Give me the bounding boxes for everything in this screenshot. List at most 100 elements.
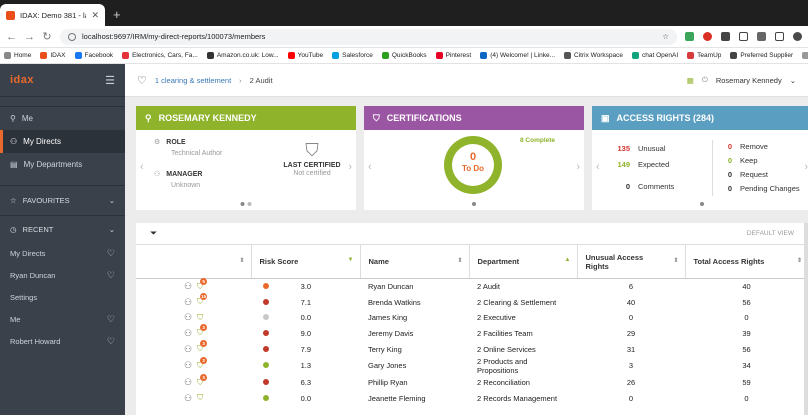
heart-icon[interactable]: ♡ [137,74,147,87]
sidepanel-icon[interactable] [775,32,784,41]
profile-icon[interactable] [757,32,766,41]
close-tab-icon[interactable]: ✕ [91,9,99,20]
prev-arrow-icon[interactable]: ‹ [368,161,372,173]
users-icon[interactable]: ⚇ [184,360,193,371]
next-arrow-icon[interactable]: › [348,161,352,173]
sort-asc-icon[interactable]: ▲ [564,257,571,263]
sidebar-item-my-directs[interactable]: ⚇ My Directs [0,130,125,153]
forward-icon[interactable]: → [24,30,35,43]
heart-icon[interactable]: ♡ [106,335,115,346]
expected-stat[interactable]: 149 Expected [617,160,670,169]
bookmark-item[interactable]: Salesforce [332,52,373,59]
name-cell[interactable]: Jeremy Davis [368,328,414,338]
filter-icon[interactable]: ⏷ [150,228,158,238]
url-input[interactable]: localhost:9697/IRM/my-direct-reports/100… [60,28,677,45]
remove-stat[interactable]: 0 Remove [727,142,768,151]
user-name[interactable]: Rosemary Kennedy [715,75,782,85]
shield-icon[interactable]: ⛉ 5 [197,277,208,292]
next-arrow-icon[interactable]: › [576,161,580,173]
bookmark-item[interactable]: Pinterest [435,52,471,59]
sidebar-item-my-departments[interactable]: ▤ My Departments [0,153,125,176]
comments-stat[interactable]: 0 Comments [625,182,675,191]
pending-stat[interactable]: 0 Pending Changes [727,184,800,193]
shield-icon[interactable]: ⛉ 3 [197,324,208,338]
col-department[interactable]: Department ▲ [468,244,577,279]
favourites-section[interactable]: ☆ FAVOURITES ⌄ [0,186,125,216]
new-tab-icon[interactable]: + [113,7,121,22]
heart-icon[interactable]: ♡ [106,269,115,280]
power-icon[interactable]: ⏻ [701,75,708,84]
users-icon[interactable]: ⚇ [184,281,193,292]
site-info-icon[interactable] [68,32,76,41]
request-stat[interactable]: 0 Request [727,170,768,179]
chevron-down-icon[interactable]: ⌄ [789,75,796,85]
bookmark-item[interactable]: Facebook [74,52,113,59]
bookmark-item[interactable]: QuickBooks [381,52,427,59]
name-cell[interactable]: Jeanette Fleming [368,393,426,403]
extension-icon[interactable] [703,32,712,41]
extension-icon[interactable] [721,32,730,41]
shield-icon[interactable]: ⛉ 3 [197,356,208,371]
shield-icon[interactable]: ⛉ [197,312,204,322]
bookmark-item[interactable]: Electronics, Cars, Fa... [122,52,198,59]
bookmark-item[interactable]: Amazon.co.uk: Low... [206,52,279,59]
name-cell[interactable]: Gary Jones [368,361,407,371]
shield-icon[interactable]: ⛉ 15 [197,293,208,307]
bookmark-item[interactable]: chat OpenAI [632,52,678,59]
sort-icon[interactable]: ⇕ [457,258,463,264]
users-icon[interactable]: ⚇ [184,296,193,307]
recent-item[interactable]: Me ♡ [10,313,115,324]
sidebar-item-me[interactable]: ⚲ Me [0,107,125,130]
table-row[interactable]: ⚇ ⛉ 5 3.0 Ryan Duncan 2 Audit 6 40 [136,277,808,295]
table-row[interactable]: ⚇ ⛉ 15 7.1 Brenda Watkins 2 Clearing & Settle… [136,293,808,310]
users-icon[interactable]: ⚇ [184,343,193,354]
bookmark-item[interactable]: Home [4,52,31,59]
recent-section[interactable]: ◷ RECENT ⌄ [0,216,125,242]
shield-icon[interactable]: ⛉ 3 [197,373,208,388]
next-arrow-icon[interactable]: › [804,161,808,173]
chevron-down-icon[interactable]: ⌄ [108,224,115,234]
avatar[interactable] [793,32,802,41]
star-icon[interactable]: ☆ [662,32,669,41]
chevron-down-icon[interactable]: ⌄ [108,196,115,205]
reload-icon[interactable]: ↻ [42,31,52,43]
col-unusual[interactable]: Unusual Access Rights ⇕ [576,244,685,279]
back-icon[interactable]: ← [6,30,17,43]
sort-desc-icon[interactable]: ▼ [347,257,354,263]
unusual-stat[interactable]: 135 Unusual [617,144,666,153]
prev-arrow-icon[interactable]: ‹ [140,161,144,173]
shield-icon[interactable]: ⛉ 3 [197,340,208,354]
name-cell[interactable]: Phillip Ryan [368,378,408,388]
table-row[interactable]: ⚇ ⛉ 3 1.3 Gary Jones 2 Products and Propositi… [136,356,808,375]
table-row[interactable]: ⚇ ⛉ 0.0 Jeanette Fleming 2 Records Managemen… [136,391,808,407]
browser-tab[interactable]: IDAX: Demo 381 - laptop ✕ [0,4,105,26]
heart-icon[interactable]: ♡ [106,247,115,258]
sort-icon[interactable]: ⇕ [796,258,802,264]
users-icon[interactable]: ⚇ [184,377,193,388]
bookmark-item[interactable]: TeamUp [687,52,721,59]
extension-icon[interactable] [685,32,694,41]
menu-icon[interactable]: ☰ [105,74,115,87]
table-row[interactable]: ⚇ ⛉ 0.0 James King 2 Executive 0 0 [136,310,808,326]
heart-icon[interactable]: ♡ [106,313,115,324]
recent-item[interactable]: Robert Howard ♡ [10,335,115,346]
keep-stat[interactable]: 0 Keep [727,156,758,165]
sort-icon[interactable]: ⇕ [673,258,679,264]
users-icon[interactable]: ⚇ [184,392,193,403]
notifications-icon[interactable]: ▦ [686,75,694,85]
bookmark-item[interactable]: All Bookma [802,52,808,59]
name-cell[interactable]: Ryan Duncan [368,282,414,292]
name-cell[interactable]: James King [368,313,408,323]
bookmark-item[interactable]: IDAX [40,52,66,59]
shield-icon[interactable]: ⛉ [197,393,204,403]
bookmark-item[interactable]: YouTube [287,52,323,59]
prev-arrow-icon[interactable]: ‹ [596,161,600,173]
users-icon[interactable]: ⚇ [184,327,193,338]
recent-item[interactable]: My Directs ♡ [10,247,115,258]
bookmark-item[interactable]: Citrix Workspace [564,52,623,59]
scrollbar[interactable] [804,223,808,415]
col-icons[interactable]: ⇕ [136,244,251,279]
puzzle-icon[interactable] [739,32,748,41]
default-view-button[interactable]: DEFAULT VIEW [746,230,794,237]
bookmark-item[interactable]: Preferred Supplier [730,52,793,59]
